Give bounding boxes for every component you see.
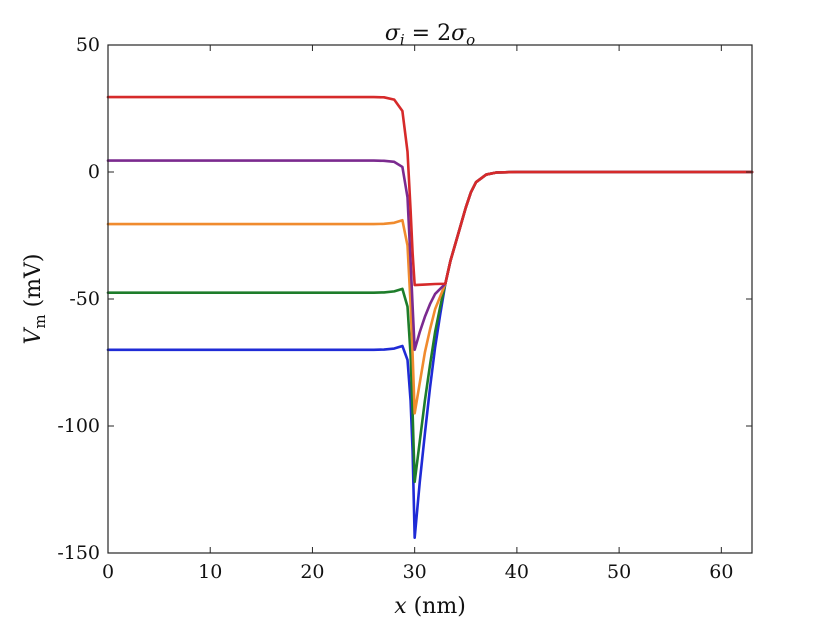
series-line-1 xyxy=(106,170,754,540)
x-tick-label: 20 xyxy=(300,561,324,583)
title-subscript-1: i xyxy=(400,31,405,49)
x-tick-label: 60 xyxy=(709,561,733,583)
x-tick-label: 30 xyxy=(403,561,427,583)
y-tick-label: -100 xyxy=(57,415,100,437)
series-group xyxy=(106,95,754,540)
axes-group xyxy=(107,44,753,554)
y-tick-label: 0 xyxy=(88,161,100,183)
y-axis-subscript: m xyxy=(31,314,49,328)
series-line-4 xyxy=(106,159,754,352)
x-tick-label: 50 xyxy=(607,561,631,583)
y-tick-label: -50 xyxy=(69,288,100,310)
y-axis-unit: (mV) xyxy=(21,253,46,314)
x-tick-label: 10 xyxy=(198,561,222,583)
title-sigma-2: σ xyxy=(451,21,467,46)
series-line-5 xyxy=(106,95,754,287)
title-equals: = 2 xyxy=(405,21,451,46)
plot-area-frame xyxy=(107,44,753,554)
y-axis-ticks: -150 -100 -50 0 50 xyxy=(57,34,752,564)
y-axis-label: Vm (mV) xyxy=(21,253,49,344)
x-axis-label: x (nm) xyxy=(394,594,466,619)
y-tick-label: -150 xyxy=(57,542,100,564)
chart-title: σi = 2σo xyxy=(385,21,475,49)
title-sigma-1: σ xyxy=(385,21,401,46)
y-tick-label: 50 xyxy=(76,34,100,56)
x-axis-var: x xyxy=(394,594,407,619)
x-axis-unit: (nm) xyxy=(407,594,466,619)
title-subscript-2: o xyxy=(466,31,475,49)
y-axis-var: V xyxy=(21,327,46,345)
x-axis-ticks: 0 10 20 30 40 50 60 xyxy=(102,45,733,583)
x-tick-label: 0 xyxy=(102,561,114,583)
x-tick-label: 40 xyxy=(505,561,529,583)
